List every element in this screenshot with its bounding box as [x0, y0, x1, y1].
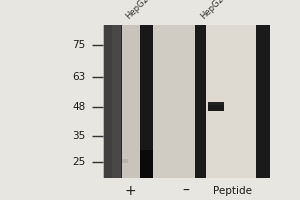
- Bar: [195, 25, 206, 178]
- Bar: [112, 25, 122, 178]
- Text: 48: 48: [72, 102, 86, 112]
- Text: 63: 63: [72, 72, 86, 82]
- Bar: [122, 25, 140, 178]
- Text: 35: 35: [72, 131, 86, 141]
- Bar: [103, 25, 122, 178]
- Text: +: +: [125, 184, 136, 198]
- Bar: [103, 25, 270, 178]
- Bar: [206, 25, 256, 178]
- Bar: [104, 25, 112, 178]
- Text: Peptide: Peptide: [213, 186, 252, 196]
- Bar: [208, 105, 224, 111]
- Bar: [140, 25, 153, 178]
- Text: 25: 25: [72, 157, 86, 167]
- Bar: [208, 102, 224, 108]
- Bar: [140, 150, 153, 178]
- Bar: [153, 25, 195, 178]
- Bar: [122, 159, 128, 163]
- Bar: [256, 25, 270, 178]
- Text: HepG2: HepG2: [199, 0, 226, 21]
- Text: –: –: [183, 184, 189, 198]
- Text: 75: 75: [72, 40, 86, 50]
- Text: HepG2: HepG2: [124, 0, 151, 21]
